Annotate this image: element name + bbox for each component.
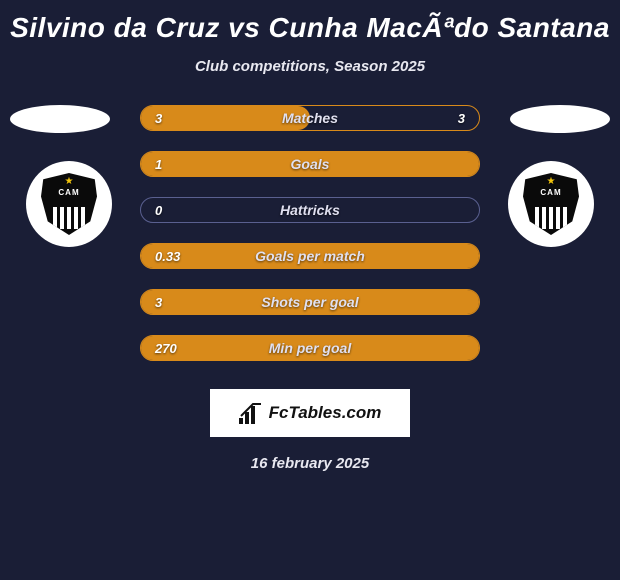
- crest-text: CAM: [540, 188, 561, 197]
- stat-label: Min per goal: [141, 340, 479, 356]
- stat-row: 0Hattricks: [140, 197, 480, 223]
- stripes-icon: [53, 207, 85, 229]
- star-icon: ★: [65, 176, 74, 187]
- comparison-date: 16 february 2025: [0, 455, 620, 472]
- stat-label: Goals: [141, 156, 479, 172]
- stat-right-value: 3: [458, 111, 465, 126]
- fctables-logo-icon: [239, 402, 263, 424]
- stat-row: 270Min per goal: [140, 335, 480, 361]
- club-crest-left: ★ CAM: [26, 161, 112, 247]
- stat-row: 1Goals: [140, 151, 480, 177]
- player-photo-placeholder-right: [510, 105, 610, 133]
- club-crest-right: ★ CAM: [508, 161, 594, 247]
- shield-icon: ★ CAM: [523, 173, 579, 235]
- stat-label: Hattricks: [141, 202, 479, 218]
- stripes-icon: [535, 207, 567, 229]
- stat-row: 0.33Goals per match: [140, 243, 480, 269]
- page-title: Silvino da Cruz vs Cunha MacÃªdo Santana: [0, 0, 620, 50]
- crest-text: CAM: [58, 188, 79, 197]
- star-icon: ★: [547, 176, 556, 187]
- stats-bars: 3Matches3 1Goals 0Hattricks 0.33Goals per m…: [140, 105, 480, 361]
- stat-row: 3Matches3: [140, 105, 480, 131]
- stat-row: 3Shots per goal: [140, 289, 480, 315]
- stat-label: Matches: [141, 110, 479, 126]
- stat-label: Goals per match: [141, 248, 479, 264]
- source-badge-text: FcTables.com: [269, 403, 382, 423]
- page-subtitle: Club competitions, Season 2025: [0, 58, 620, 75]
- player-photo-placeholder-left: [10, 105, 110, 133]
- shield-icon: ★ CAM: [41, 173, 97, 235]
- stat-label: Shots per goal: [141, 294, 479, 310]
- source-badge: FcTables.com: [210, 389, 410, 437]
- comparison-content: ★ CAM ★ CAM 3Matches3 1Goals 0Hattricks 0.3…: [0, 105, 620, 472]
